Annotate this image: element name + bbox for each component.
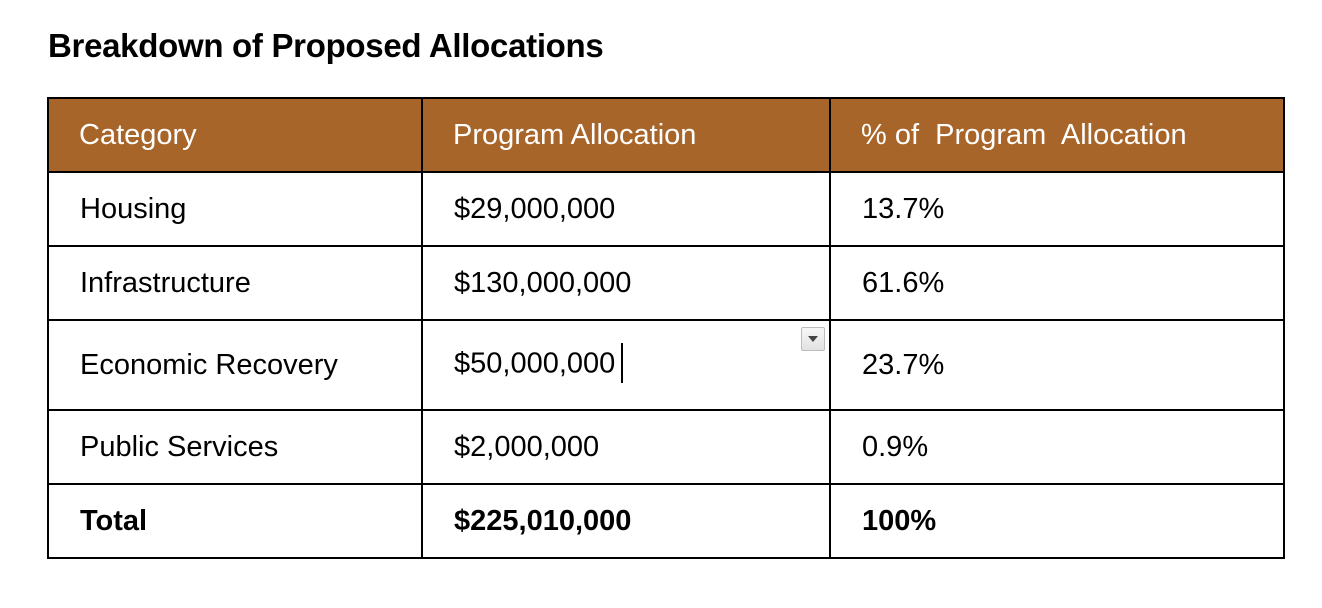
allocations-table: Category Program Allocation % of Program… <box>47 97 1285 559</box>
allocation-cell[interactable]: $130,000,000 <box>421 245 831 321</box>
table-row: Public Services $2,000,000 0.9% <box>47 409 1285 485</box>
percent-cell[interactable]: 13.7% <box>829 171 1285 247</box>
chevron-down-icon <box>808 336 818 342</box>
category-cell[interactable]: Infrastructure <box>47 245 423 321</box>
percent-cell[interactable]: 0.9% <box>829 409 1285 485</box>
total-row: Total $225,010,000 100% <box>47 483 1285 559</box>
category-cell[interactable]: Public Services <box>47 409 423 485</box>
allocation-cell[interactable]: $2,000,000 <box>421 409 831 485</box>
table-header-row: Category Program Allocation % of Program… <box>47 97 1285 173</box>
category-cell[interactable]: Housing <box>47 171 423 247</box>
allocation-cell-active[interactable]: $50,000,000 <box>421 319 831 411</box>
text-caret <box>621 343 624 383</box>
table-row: Economic Recovery $50,000,000 23.7% <box>47 319 1285 411</box>
total-allocation-cell[interactable]: $225,010,000 <box>421 483 831 559</box>
allocation-value[interactable]: $50,000,000 <box>454 347 616 380</box>
table-row: Infrastructure $130,000,000 61.6% <box>47 245 1285 321</box>
header-program-allocation: Program Allocation <box>421 97 831 173</box>
total-label-cell[interactable]: Total <box>47 483 423 559</box>
cell-dropdown-button[interactable] <box>801 327 825 351</box>
percent-cell[interactable]: 61.6% <box>829 245 1285 321</box>
header-percent-allocation: % of Program Allocation <box>829 97 1285 173</box>
allocation-cell[interactable]: $29,000,000 <box>421 171 831 247</box>
category-cell[interactable]: Economic Recovery <box>47 319 423 411</box>
header-category: Category <box>47 97 423 173</box>
page-title: Breakdown of Proposed Allocations <box>48 27 604 64</box>
percent-cell[interactable]: 23.7% <box>829 319 1285 411</box>
total-percent-cell[interactable]: 100% <box>829 483 1285 559</box>
table-row: Housing $29,000,000 13.7% <box>47 171 1285 247</box>
